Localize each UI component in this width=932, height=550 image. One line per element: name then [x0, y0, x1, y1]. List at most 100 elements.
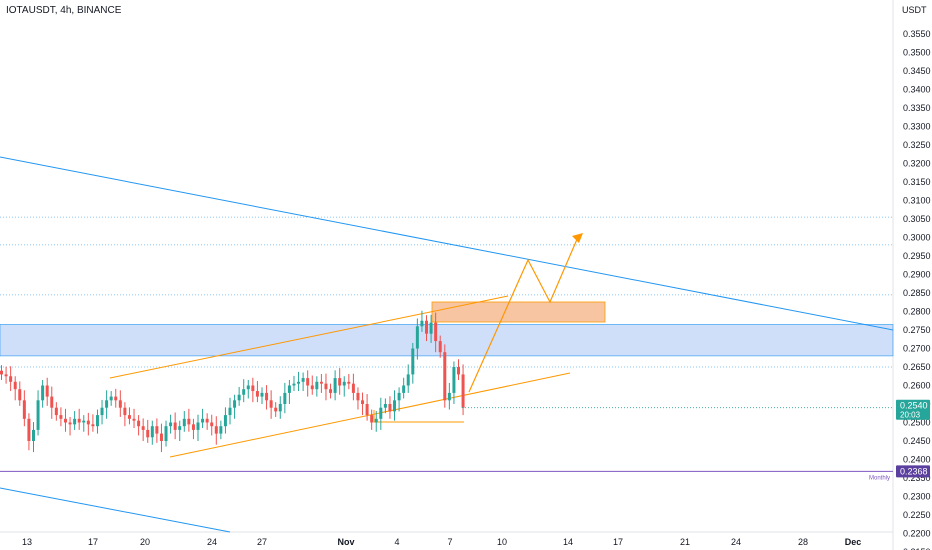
candle-body: [127, 415, 131, 419]
monthly-price-tag: [896, 465, 930, 478]
candle-body: [228, 407, 232, 416]
channel-upper-line[interactable]: [109, 295, 509, 379]
price-tick-label: 0.2150: [903, 547, 931, 550]
candle-body: [141, 426, 145, 430]
candle-body: [260, 392, 264, 397]
projection-path[interactable]: [468, 236, 579, 393]
candle-body: [22, 400, 26, 419]
projection-arrowhead: [572, 233, 583, 243]
descending-trendline-lower[interactable]: [0, 487, 231, 533]
price-tick-label: 0.2750: [903, 325, 931, 335]
time-tick-label: Dec: [845, 537, 862, 547]
price-tick-label: 0.3000: [903, 233, 931, 243]
candle-body: [411, 348, 415, 375]
candle-body: [292, 383, 296, 386]
candle-body: [73, 418, 77, 425]
candle-body: [233, 400, 237, 408]
monthly-level-label: Monthly: [869, 475, 890, 481]
candle-body: [63, 418, 67, 423]
candle-body: [356, 392, 360, 401]
price-tick-label: 0.2500: [903, 418, 931, 428]
candle-body: [137, 420, 141, 427]
candle-body: [169, 422, 173, 427]
time-tick-label: 10: [497, 537, 507, 547]
time-tick-label: 24: [207, 537, 217, 547]
symbol-title: IOTAUSDT, 4h, BINANCE: [6, 5, 122, 16]
price-tick-label: 0.2850: [903, 288, 931, 298]
candle-body: [306, 378, 310, 386]
time-tick-label: 24: [731, 537, 741, 547]
price-tick-label: 0.2300: [903, 492, 931, 502]
candle-body: [361, 400, 365, 404]
candle-body: [338, 378, 342, 386]
price-tick-label: 0.3050: [903, 214, 931, 224]
candle-body: [447, 392, 451, 401]
candle-body: [82, 420, 86, 423]
candle-body: [146, 429, 150, 438]
descending-trendline-upper[interactable]: [0, 156, 894, 331]
price-tick-label: 0.3250: [903, 140, 931, 150]
price-tick-label: 0.3100: [903, 196, 931, 206]
price-tick-label: 0.2350: [903, 473, 931, 483]
currency-label: USDT: [902, 5, 927, 15]
candle-body: [324, 383, 328, 390]
candle-body: [77, 418, 81, 423]
candle-body: [278, 404, 282, 412]
candle-body: [27, 418, 31, 441]
candle-body: [420, 320, 424, 327]
orange-supply-box[interactable]: [431, 301, 606, 323]
candle-body: [223, 415, 227, 427]
candle-body: [237, 394, 241, 401]
resistance-zone[interactable]: [0, 324, 894, 357]
candle-body: [201, 418, 205, 423]
candle-body: [219, 426, 223, 434]
price-tick-label: 0.2700: [903, 344, 931, 354]
time-tick-label: 21: [680, 537, 690, 547]
candle-body: [0, 370, 3, 375]
price-tick-label: 0.2450: [903, 436, 931, 446]
candle-body: [425, 320, 429, 334]
candle-body: [269, 400, 273, 408]
price-tick-label: 0.2900: [903, 270, 931, 280]
candles-layer: [0, 310, 465, 453]
current-price-tag: [896, 399, 930, 420]
candle-body: [333, 378, 337, 393]
price-tick-label: 0.2600: [903, 381, 931, 391]
candle-body: [187, 418, 191, 425]
candle-body: [13, 381, 17, 390]
price-tick-label: 0.3450: [903, 66, 931, 76]
candle-body: [54, 407, 58, 416]
candle-body: [50, 396, 54, 408]
time-tick-label: 17: [88, 537, 98, 547]
candle-body: [150, 426, 154, 438]
candle-body: [438, 341, 442, 353]
candle-body: [242, 389, 246, 395]
candle-body: [347, 381, 351, 384]
candle-body: [86, 420, 90, 425]
drawings-layer: [0, 156, 894, 533]
candle-body: [123, 407, 127, 416]
price-tick-label: 0.2650: [903, 362, 931, 372]
candle-body: [397, 392, 401, 401]
candle-body: [402, 385, 406, 393]
candle-body: [114, 396, 118, 401]
price-tick-label: 0.2250: [903, 510, 931, 520]
candle-body: [297, 381, 301, 384]
price-tick-label: 0.3150: [903, 177, 931, 187]
candle-body: [434, 322, 438, 342]
candle-body: [383, 404, 387, 408]
channel-lower-line[interactable]: [169, 372, 571, 458]
candle-body: [287, 385, 291, 393]
range-bracket[interactable]: [373, 410, 464, 423]
candle-body: [36, 400, 40, 430]
candle-body: [68, 422, 72, 425]
candle-body: [178, 426, 182, 430]
price-tick-label: 0.3200: [903, 159, 931, 169]
time-tick-label: 28: [798, 537, 808, 547]
candle-body: [274, 407, 278, 412]
candle-body: [457, 367, 460, 375]
price-axis: 0.3550 0.3500 0.3450 0.3400 0.3350 0.3300 0.32…: [903, 29, 931, 550]
candle-body: [406, 374, 410, 386]
